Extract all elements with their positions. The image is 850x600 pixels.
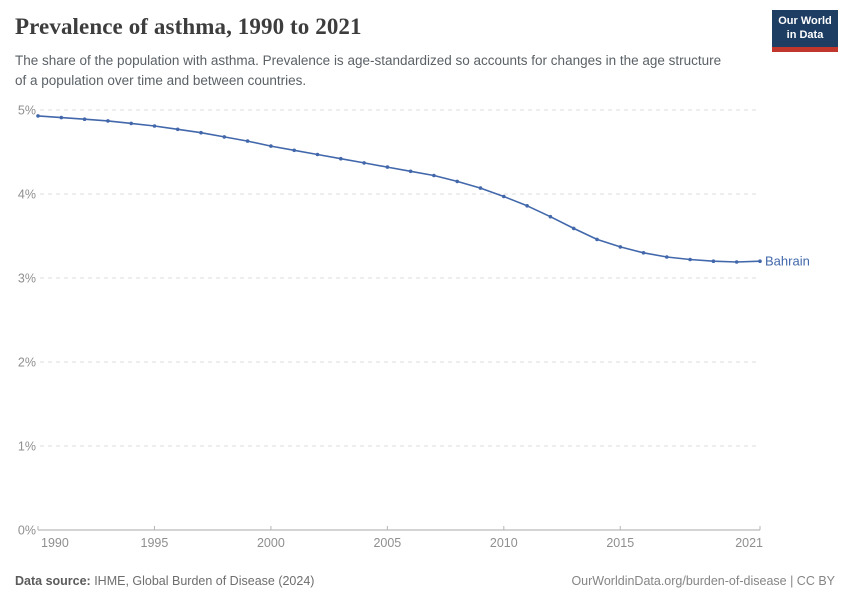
data-point (734, 260, 739, 264)
data-source-text: Data source: IHME, Global Burden of Dise… (15, 574, 315, 588)
chart-subtitle: The share of the population with asthma.… (15, 53, 722, 88)
owid-logo-text: Our World in Data (772, 10, 838, 47)
data-point (432, 173, 436, 178)
data-point (385, 165, 390, 169)
data-point (548, 214, 553, 219)
data-point (82, 117, 87, 121)
data-point (339, 156, 343, 161)
data-point (711, 259, 716, 263)
data-point (199, 130, 203, 135)
data-point (525, 204, 529, 208)
y-tick-label: 0% (18, 524, 36, 538)
chart-svg[interactable]: 0% 1% 2% 3% 4% 5% 1990 1995 2000 2005 2010 2015 2021… (0, 95, 850, 565)
data-point (478, 186, 483, 190)
data-point (641, 251, 646, 255)
data-point (408, 169, 413, 174)
y-tick-label: 4% (18, 188, 36, 202)
series-label-bahrain[interactable]: Bahrain (765, 254, 810, 269)
data-point (758, 259, 762, 263)
data-point (269, 144, 273, 148)
y-tick-label: 3% (18, 272, 36, 286)
chart-footer: Data source: IHME, Global Burden of Dise… (0, 574, 850, 588)
x-tick-label: 1995 (141, 536, 169, 550)
data-point (292, 148, 297, 153)
data-point (222, 135, 227, 139)
data-point (571, 226, 576, 231)
data-point (455, 179, 460, 184)
x-tick-label: 2005 (373, 536, 401, 550)
owid-logo[interactable]: Our World in Data (772, 10, 838, 52)
owid-logo-red-bar (772, 47, 838, 52)
data-point (688, 257, 692, 262)
data-point (502, 194, 506, 199)
chart-title: Prevalence of asthma, 1990 to 2021 (15, 14, 362, 39)
y-tick-label: 5% (18, 104, 36, 118)
data-point (59, 115, 64, 120)
data-point (618, 245, 623, 249)
x-tick-label: 2010 (490, 536, 518, 550)
data-point (665, 255, 669, 259)
line-chart-area[interactable]: 0% 1% 2% 3% 4% 5% 1990 1995 2000 2005 2010 2015 2021… (0, 95, 850, 565)
x-tick-label: 2021 (735, 536, 763, 550)
y-tick-label: 1% (18, 440, 36, 454)
x-tick-label: 2000 (257, 536, 285, 550)
data-point (175, 127, 180, 132)
y-tick-label: 2% (18, 356, 36, 370)
data-point (129, 121, 133, 126)
trend-line (37, 115, 761, 263)
data-point (362, 161, 366, 165)
data-point (595, 237, 599, 242)
data-point (315, 152, 320, 157)
x-tick-label: 2015 (606, 536, 634, 550)
credit-text: OurWorldinData.org/burden-of-disease | C… (571, 574, 835, 588)
data-point (36, 114, 40, 118)
data-point (245, 139, 250, 143)
data-point (152, 124, 157, 128)
data-point (106, 119, 110, 123)
x-tick-label: 1990 (41, 536, 69, 550)
